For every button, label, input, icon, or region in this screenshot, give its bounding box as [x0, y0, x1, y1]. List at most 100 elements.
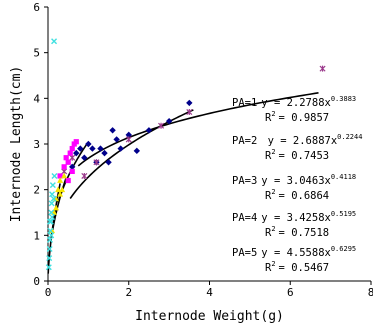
x-tick-label: 2: [125, 286, 132, 299]
data-point: [65, 159, 71, 165]
fit-equation: PA=1 y = 2.2788x0.3883: [232, 95, 356, 109]
r-squared-label: R2 = 0.9857: [265, 110, 329, 124]
data-point: [61, 164, 67, 170]
data-point: [55, 186, 62, 193]
equation-text: y = 2.6887x: [261, 135, 337, 147]
r-squared-label: R2 = 0.5467: [265, 260, 329, 274]
data-point: [117, 145, 124, 152]
data-point: [109, 127, 116, 134]
data-point: [81, 154, 88, 161]
r-squared-superscript: 2: [271, 188, 275, 196]
data-point: [81, 172, 88, 179]
data-point: [46, 255, 53, 262]
y-tick-label: 2: [33, 184, 40, 197]
x-axis-title: Internode Weight(g): [135, 309, 284, 324]
y-axis-title: Internode Length(cm): [9, 66, 24, 223]
fit-equation: PA=4 y = 3.4258x0.5195: [232, 210, 356, 224]
y-tick-label: 4: [33, 92, 40, 105]
equation-exponent: 0.6295: [331, 245, 356, 253]
data-point: [69, 168, 75, 174]
data-point: [53, 204, 60, 211]
fit-equation: PA=2 y = 2.6887x0.2244: [232, 133, 362, 147]
data-point: [57, 191, 64, 197]
data-point: [48, 200, 55, 207]
data-point: [186, 99, 193, 107]
data-point: [125, 131, 132, 139]
data-point: [63, 155, 69, 161]
data-point: [46, 246, 53, 253]
data-point: [48, 209, 55, 216]
fit-equation: PA=3 y = 3.0463x0.4118: [232, 173, 356, 187]
data-point: [319, 65, 326, 72]
r-squared-superscript: 2: [271, 260, 275, 268]
data-point: [57, 173, 63, 179]
data-point: [51, 38, 58, 45]
data-point: [49, 214, 56, 221]
data-point: [145, 127, 153, 134]
r-squared-symbol: R: [265, 150, 272, 162]
data-point: [50, 195, 57, 202]
r-squared-value: = 0.9857: [279, 112, 330, 124]
data-point: [125, 136, 132, 143]
data-point: [158, 122, 165, 129]
data-points: [45, 38, 326, 271]
data-point: [57, 177, 64, 183]
equation-text: y = 3.4258x: [261, 212, 331, 224]
equation-text: y = 3.0463x: [261, 175, 331, 187]
equation-exponent: 0.5195: [331, 210, 356, 218]
data-point: [47, 218, 54, 225]
r-squared-symbol: R: [265, 227, 272, 239]
data-point: [165, 117, 173, 125]
pa-label: PA=3: [232, 175, 257, 187]
y-tick-label: 1: [33, 229, 40, 242]
r-squared-label: R2 = 0.7518: [265, 225, 329, 239]
data-point: [49, 191, 56, 198]
fit-curve: [77, 92, 319, 167]
data-point: [61, 172, 68, 179]
r-squared-symbol: R: [265, 190, 272, 202]
y-tick-label: 0: [33, 275, 40, 288]
equation-text: y = 4.5588x: [261, 247, 331, 259]
data-point: [49, 182, 56, 189]
data-point: [73, 149, 80, 157]
r-squared-superscript: 2: [271, 110, 275, 118]
data-point: [73, 139, 79, 145]
r-squared-value: = 0.6864: [279, 190, 330, 202]
r-squared-superscript: 2: [271, 225, 275, 233]
r-squared-label: R2 = 0.7453: [265, 148, 329, 162]
data-point: [97, 145, 104, 152]
data-point: [89, 145, 96, 152]
pa-label: PA=4: [232, 212, 257, 224]
fit-curve: [69, 109, 194, 199]
y-tick-label: 6: [33, 1, 40, 14]
data-point: [69, 145, 75, 152]
data-point: [65, 177, 71, 184]
r-squared-value: = 0.7518: [279, 227, 330, 239]
x-tick-label: 8: [368, 286, 373, 299]
r-squared-symbol: R: [265, 112, 272, 124]
y-tick-label: 3: [33, 138, 40, 151]
equation-exponent: 0.3883: [331, 95, 356, 103]
equation-exponent: 0.2244: [337, 133, 362, 141]
x-tick-label: 4: [206, 286, 213, 299]
data-point: [48, 232, 55, 239]
data-point: [113, 136, 120, 143]
data-point: [93, 159, 100, 166]
x-tick-label: 0: [45, 286, 52, 299]
pa-label: PA=5: [232, 247, 257, 259]
x-tick-label: 6: [287, 286, 294, 299]
data-point: [77, 145, 84, 152]
data-point: [59, 186, 66, 193]
data-point: [186, 109, 193, 116]
data-point: [67, 150, 73, 156]
pa-label: PA=1: [232, 97, 257, 109]
data-point: [69, 163, 76, 171]
equation-text: y = 2.2788x: [261, 97, 331, 109]
data-point: [47, 236, 54, 243]
data-point: [101, 149, 108, 157]
data-point: [47, 227, 54, 234]
data-point: [51, 172, 58, 179]
r-squared-label: R2 = 0.6864: [265, 188, 329, 202]
